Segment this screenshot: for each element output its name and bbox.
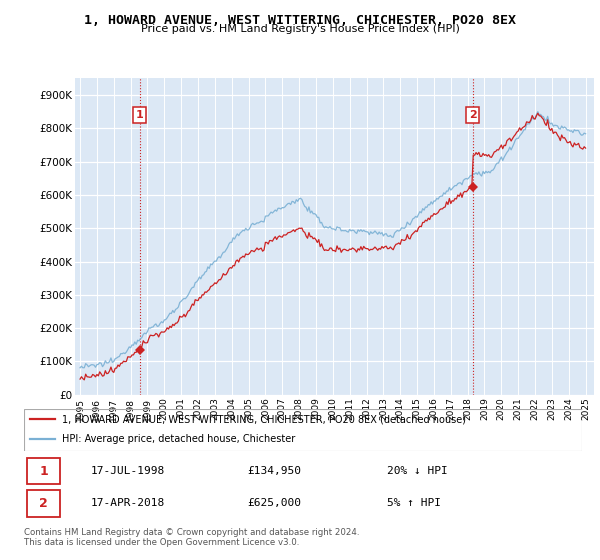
Text: Contains HM Land Registry data © Crown copyright and database right 2024.
This d: Contains HM Land Registry data © Crown c… [24, 528, 359, 547]
Bar [27, 490, 60, 516]
Text: 17-APR-2018: 17-APR-2018 [91, 498, 165, 508]
Text: £134,950: £134,950 [247, 466, 301, 476]
Text: 20% ↓ HPI: 20% ↓ HPI [387, 466, 448, 476]
Text: 2: 2 [39, 497, 48, 510]
Text: 17-JUL-1998: 17-JUL-1998 [91, 466, 165, 476]
Text: Price paid vs. HM Land Registry's House Price Index (HPI): Price paid vs. HM Land Registry's House … [140, 24, 460, 34]
Text: 1, HOWARD AVENUE, WEST WITTERING, CHICHESTER, PO20 8EX (detached house): 1, HOWARD AVENUE, WEST WITTERING, CHICHE… [62, 414, 466, 424]
Text: £625,000: £625,000 [247, 498, 301, 508]
Text: 5% ↑ HPI: 5% ↑ HPI [387, 498, 440, 508]
Text: 1, HOWARD AVENUE, WEST WITTERING, CHICHESTER, PO20 8EX: 1, HOWARD AVENUE, WEST WITTERING, CHICHE… [84, 14, 516, 27]
Text: HPI: Average price, detached house, Chichester: HPI: Average price, detached house, Chic… [62, 434, 295, 444]
Text: 1: 1 [39, 465, 48, 478]
Text: 2: 2 [469, 110, 476, 120]
Text: 1: 1 [136, 110, 143, 120]
Bar [27, 458, 60, 484]
